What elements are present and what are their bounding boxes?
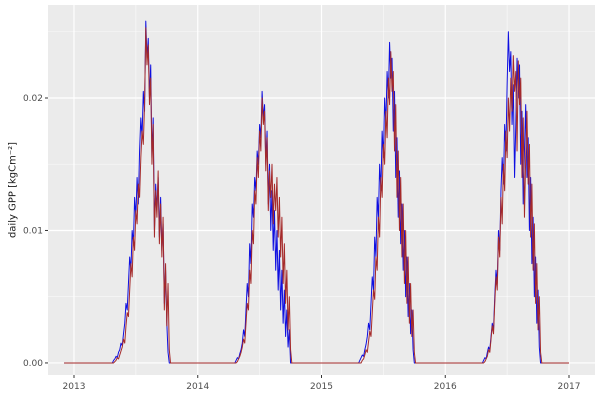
x-tick-label: 2017 [558,382,581,392]
y-axis-title: daily GPP [kgCm⁻²] [7,141,19,239]
y-tick-label: 0.00 [23,359,43,369]
x-tick-label: 2014 [186,382,209,392]
x-tick-label: 2013 [63,382,86,392]
x-tick-label: 2016 [434,382,457,392]
y-tick-label: 0.02 [23,94,43,104]
series-darkred-line [64,27,570,364]
y-tick-label: 0.01 [23,226,43,236]
x-tick-label: 2015 [310,382,333,392]
